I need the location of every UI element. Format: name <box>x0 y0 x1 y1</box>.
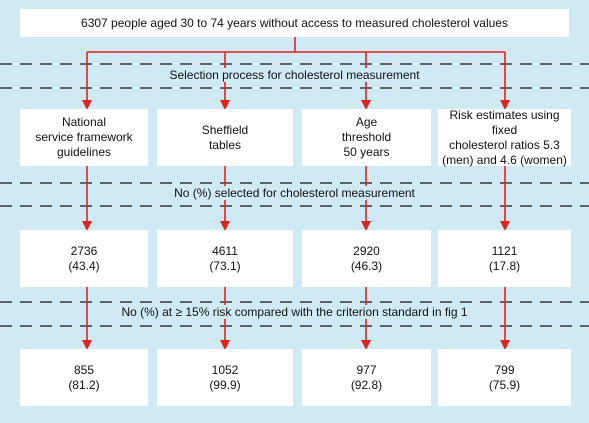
risk-percent: (75.9) <box>488 377 521 392</box>
method-box-fixed-ratio: Risk estimates using fixed cholesterol r… <box>438 107 571 167</box>
risk-box-sheffield: 1052 (99.9) <box>157 349 293 406</box>
method-line: National <box>61 115 106 129</box>
method-box-nsf: National service framework guidelines <box>20 109 148 166</box>
selected-box-sheffield: 4611 (73.1) <box>157 230 293 287</box>
selected-count: 2920 <box>353 243 380 258</box>
method-line: service framework <box>35 130 133 144</box>
stage-label-selection: Selection process for cholesterol measur… <box>0 68 589 82</box>
selected-box-nsf: 2736 (43.4) <box>20 230 148 287</box>
risk-count: 855 <box>73 362 94 377</box>
selected-count: 2736 <box>70 243 98 258</box>
stage-separators <box>0 63 589 327</box>
method-line: Risk estimates using fixed <box>449 107 560 137</box>
selected-percent: (43.4) <box>68 258 100 273</box>
selected-box-fixed-ratio: 1121 (17.8) <box>438 230 571 287</box>
risk-count: 1052 <box>211 362 239 377</box>
method-line: Sheffield <box>201 122 249 137</box>
method-line: (men) and 4.6 (women) <box>442 152 567 167</box>
selected-percent: (17.8) <box>488 258 521 273</box>
population-text: 6307 people aged 30 to 74 years without … <box>81 15 508 30</box>
risk-percent: (99.9) <box>209 377 241 392</box>
method-line: threshold <box>341 130 392 144</box>
risk-count: 799 <box>494 362 515 377</box>
stage-label-risk: No (%) at ≥ 15% risk compared with the c… <box>0 305 589 319</box>
method-line: cholesterol ratios 5.3 <box>449 137 560 152</box>
method-line: guidelines <box>56 145 112 159</box>
risk-percent: (92.8) <box>350 377 383 392</box>
selected-count: 4611 <box>212 243 238 258</box>
method-line: Age <box>355 115 378 129</box>
population-box: 6307 people aged 30 to 74 years without … <box>20 9 569 37</box>
method-box-age: Age threshold 50 years <box>302 109 431 166</box>
risk-percent: (81.2) <box>68 377 100 392</box>
method-line: tables <box>208 137 241 152</box>
selected-percent: (73.1) <box>209 258 241 273</box>
method-box-sheffield: Sheffield tables <box>157 109 293 166</box>
selected-percent: (46.3) <box>350 258 383 273</box>
risk-box-age: 977 (92.8) <box>302 349 431 406</box>
selected-count: 1121 <box>491 243 518 258</box>
method-line: 50 years <box>343 145 390 159</box>
stage-label-selected: No (%) selected for cholesterol measurem… <box>0 186 589 200</box>
risk-box-fixed-ratio: 799 (75.9) <box>438 349 571 406</box>
selected-box-age: 2920 (46.3) <box>302 230 431 287</box>
risk-count: 977 <box>356 362 377 377</box>
risk-box-nsf: 855 (81.2) <box>20 349 148 406</box>
